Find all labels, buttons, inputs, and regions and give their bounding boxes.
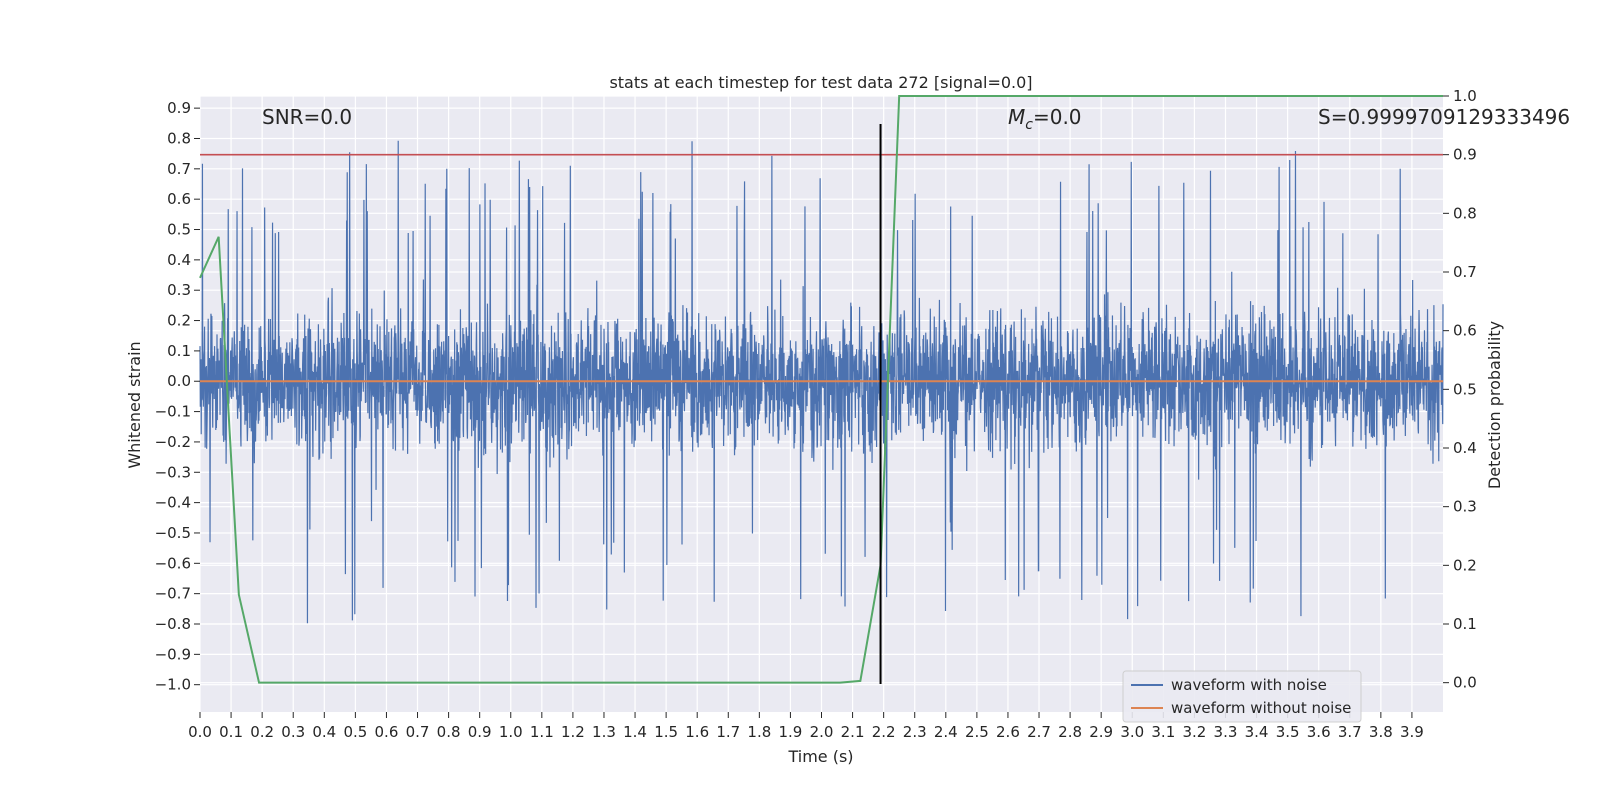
y2-tick-label: 0.6 xyxy=(1453,322,1477,340)
x-tick-label: 3.5 xyxy=(1276,723,1300,741)
y-tick-label: −1.0 xyxy=(155,676,191,694)
series-waveform-with-noise xyxy=(199,140,1444,624)
x-tick-label: 0.8 xyxy=(437,723,461,741)
x-tick-label: 0.9 xyxy=(468,723,492,741)
y-tick-label: 0.0 xyxy=(167,372,191,390)
y-tick-label: −0.5 xyxy=(155,524,191,542)
y-tick-label: −0.2 xyxy=(155,433,191,451)
x-tick-label: 1.1 xyxy=(530,723,554,741)
y2-axis-label: Detection probability xyxy=(1485,321,1504,489)
y2-tick-label: 0.5 xyxy=(1453,380,1477,398)
series-detection-probability xyxy=(199,95,1443,684)
y-tick-label: 0.4 xyxy=(167,251,191,269)
chart-title: stats at each timestep for test data 272… xyxy=(609,73,1032,92)
plot-content xyxy=(199,95,1444,684)
x-tick-label: 3.6 xyxy=(1307,723,1331,741)
x-tick-label: 0.1 xyxy=(219,723,243,741)
legend-box xyxy=(1122,670,1362,723)
legend: waveform with noise waveform without noi… xyxy=(1122,670,1362,723)
y2-tick-label: 1.0 xyxy=(1453,87,1477,105)
y-axis-label: Whitened strain xyxy=(125,341,144,468)
x-tick-label: 1.0 xyxy=(499,723,523,741)
legend-label-noise: waveform with noise xyxy=(1171,676,1327,694)
x-tick-label: 2.7 xyxy=(1027,723,1051,741)
x-tick-label: 2.3 xyxy=(903,723,927,741)
x-tick-label: 1.6 xyxy=(685,723,709,741)
x-tick-label: 3.7 xyxy=(1338,723,1362,741)
y-tick-label: −0.6 xyxy=(155,554,191,572)
x-tick-label: 2.0 xyxy=(810,723,834,741)
y2-tick-label: 0.4 xyxy=(1453,439,1477,457)
x-tick-label: 0.4 xyxy=(312,723,336,741)
y-tick-label: −0.9 xyxy=(155,645,191,663)
y2-tick-label: 0.9 xyxy=(1453,146,1477,164)
x-tick-label: 1.3 xyxy=(592,723,616,741)
x-tick-label: 2.6 xyxy=(996,723,1020,741)
y2-tick-label: 0.2 xyxy=(1453,556,1477,574)
x-tick-label: 1.7 xyxy=(716,723,740,741)
s-annotation: S=0.9999709129333496 xyxy=(1318,105,1570,129)
x-tick-label: 3.2 xyxy=(1182,723,1206,741)
x-tick-label: 1.5 xyxy=(654,723,678,741)
y2-tick-label: 0.8 xyxy=(1453,204,1477,222)
y-axis-ticks: 0.9 0.8 0.7 0.6 0.5 0.4 0.3 0.2 0.1 0.0 −0.1 −0.2 −0… xyxy=(155,99,200,694)
mc-value: =0.0 xyxy=(1033,105,1082,129)
y-tick-label: 0.5 xyxy=(167,221,191,239)
x-tick-label: 0.0 xyxy=(188,723,212,741)
mc-annotation: Mc=0.0 xyxy=(1008,105,1082,133)
y-tick-label: −0.8 xyxy=(155,615,191,633)
x-axis-label: Time (s) xyxy=(787,747,853,766)
y2-tick-label: 0.1 xyxy=(1453,615,1477,633)
x-tick-label: 3.8 xyxy=(1369,723,1393,741)
y-tick-label: 0.7 xyxy=(167,160,191,178)
y2-axis-ticks: 1.0 0.9 0.8 0.7 0.6 0.5 0.4 0.3 0.2 0.1 0.0 xyxy=(1443,87,1477,692)
x-tick-label: 1.2 xyxy=(561,723,585,741)
y-tick-label: −0.7 xyxy=(155,585,191,603)
y2-tick-label: 0.7 xyxy=(1453,263,1477,281)
y-tick-label: −0.4 xyxy=(155,494,191,512)
x-tick-label: 3.4 xyxy=(1245,723,1269,741)
y-tick-label: 0.8 xyxy=(167,129,191,147)
mc-symbol: M xyxy=(1008,105,1025,129)
mc-subscript: c xyxy=(1025,117,1033,133)
x-tick-label: 1.4 xyxy=(623,723,647,741)
x-tick-label: 1.8 xyxy=(747,723,771,741)
x-tick-label: 2.2 xyxy=(872,723,896,741)
x-tick-label: 0.3 xyxy=(281,723,305,741)
x-tick-label: 3.1 xyxy=(1151,723,1175,741)
x-tick-label: 0.6 xyxy=(375,723,399,741)
x-tick-label: 2.1 xyxy=(841,723,865,741)
y-tick-label: −0.3 xyxy=(155,463,191,481)
x-tick-label: 0.7 xyxy=(406,723,430,741)
x-tick-label: 0.5 xyxy=(343,723,367,741)
x-tick-label: 2.9 xyxy=(1089,723,1113,741)
y-tick-label: 0.1 xyxy=(167,342,191,360)
x-tick-label: 1.9 xyxy=(778,723,802,741)
x-tick-label: 2.5 xyxy=(965,723,989,741)
y-tick-label: 0.9 xyxy=(167,99,191,117)
y-tick-label: −0.1 xyxy=(155,403,191,421)
y2-tick-label: 0.0 xyxy=(1453,674,1477,692)
x-tick-label: 3.9 xyxy=(1400,723,1424,741)
y-tick-label: 0.2 xyxy=(167,312,191,330)
x-tick-label: 0.2 xyxy=(250,723,274,741)
x-tick-label: 3.3 xyxy=(1214,723,1238,741)
x-tick-label: 2.4 xyxy=(934,723,958,741)
snr-annotation: SNR=0.0 xyxy=(262,105,352,129)
y-tick-label: 0.3 xyxy=(167,281,191,299)
x-tick-label: 2.8 xyxy=(1058,723,1082,741)
legend-label-clean: waveform without noise xyxy=(1171,699,1351,717)
x-tick-label: 3.0 xyxy=(1120,723,1144,741)
y-tick-label: 0.6 xyxy=(167,190,191,208)
y2-tick-label: 0.3 xyxy=(1453,498,1477,516)
x-axis-ticks: 0.0 0.1 0.2 0.3 0.4 0.5 0.6 0.7 0.8 0.9 1.0 1.1 1.2 1… xyxy=(188,712,1424,741)
